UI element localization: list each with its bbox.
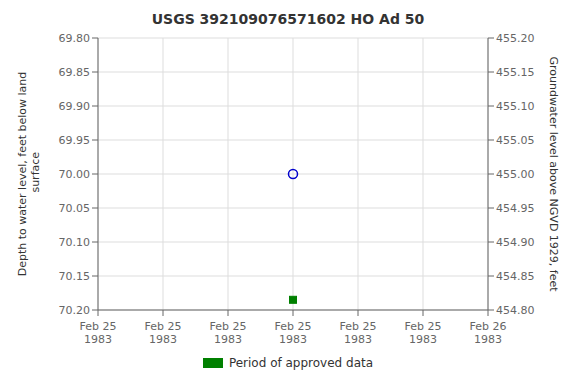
- svg-text:Depth to water level, feet bel: Depth to water level, feet below land su…: [16, 72, 42, 277]
- svg-text:454.90: 454.90: [496, 236, 535, 249]
- svg-text:454.85: 454.85: [496, 270, 535, 283]
- svg-text:Feb 251983: Feb 251983: [340, 320, 377, 346]
- svg-text:69.95: 69.95: [59, 134, 91, 147]
- svg-text:Feb 251983: Feb 251983: [80, 320, 117, 346]
- svg-text:454.80: 454.80: [496, 304, 535, 317]
- svg-text:Feb 251983: Feb 251983: [275, 320, 312, 346]
- svg-text:454.95: 454.95: [496, 202, 535, 215]
- svg-text:69.85: 69.85: [59, 66, 91, 79]
- svg-text:70.10: 70.10: [59, 236, 91, 249]
- svg-text:70.20: 70.20: [59, 304, 91, 317]
- svg-text:69.90: 69.90: [59, 100, 91, 113]
- html-text:Period of approved data: Period of approved data: [228, 356, 374, 370]
- svg-text:Groundwater level above NGVD 1: Groundwater level above NGVD 1929, feet: [547, 56, 560, 292]
- svg-text:455.05: 455.05: [496, 134, 535, 147]
- svg-text:Feb 251983: Feb 251983: [145, 320, 182, 346]
- svg-text:Feb 251983: Feb 251983: [210, 320, 247, 346]
- svg-text:69.80: 69.80: [59, 32, 91, 45]
- svg-text:455.15: 455.15: [496, 66, 535, 79]
- svg-text:455.00: 455.00: [496, 168, 535, 181]
- svg-text:455.20: 455.20: [496, 32, 535, 45]
- svg-text:70.15: 70.15: [59, 270, 91, 283]
- svg-text:Feb 261983: Feb 261983: [470, 320, 507, 346]
- svg-text:Feb 251983: Feb 251983: [405, 320, 442, 346]
- svg-text:70.00: 70.00: [59, 168, 91, 181]
- svg-text:455.10: 455.10: [496, 100, 535, 113]
- svg-text:70.05: 70.05: [59, 202, 91, 215]
- html-text:USGS 392109076571602 HO Ad 50: USGS 392109076571602 HO Ad 50: [151, 11, 425, 27]
